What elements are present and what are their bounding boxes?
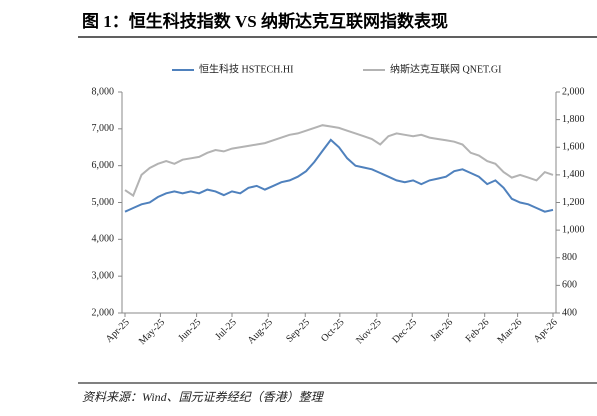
x-tick-label: Apr-25 <box>104 317 132 345</box>
y2-tick-label: 800 <box>562 252 577 263</box>
y2-tick-label: 1,600 <box>562 142 585 153</box>
y2-tick-label: 1,000 <box>562 224 585 235</box>
y-tick-label: 4,000 <box>92 234 115 245</box>
x-tick-label: Aug-25 <box>246 317 275 346</box>
y2-tick-label: 2,000 <box>562 86 585 97</box>
x-tick-label: Apr-26 <box>532 317 560 345</box>
y-tick-label: 5,000 <box>92 197 115 208</box>
series-line <box>124 138 554 213</box>
x-tick-label: Dec-25 <box>390 317 419 346</box>
series-line <box>124 124 554 198</box>
x-tick-label: Sep-25 <box>284 317 312 345</box>
chart-title: 图 1：恒生科技指数 VS 纳斯达克互联网指数表现 <box>82 11 448 31</box>
y-tick-label: 6,000 <box>92 160 115 171</box>
y2-tick-label: 400 <box>562 307 577 318</box>
x-tick-label: Jan-26 <box>429 317 456 344</box>
x-tick-label: Feb-26 <box>464 317 492 345</box>
x-tick-label: Nov-25 <box>354 317 383 346</box>
x-tick-label: May-25 <box>137 317 167 347</box>
y-tick-label: 8,000 <box>92 86 115 97</box>
legend-label: 恒生科技 HSTECH.HI <box>199 62 293 75</box>
y-tick-label: 2,000 <box>92 307 115 318</box>
source: 资料来源：Wind、国元证券经纪（香港）整理 <box>82 390 325 404</box>
y-tick-label: 3,000 <box>92 270 115 281</box>
x-tick-label: Mar-26 <box>496 317 525 346</box>
y2-tick-label: 1,800 <box>562 114 585 125</box>
x-tick-label: Jul-25 <box>213 317 238 342</box>
legend-label: 纳斯达克互联网 QNET.GI <box>390 62 501 75</box>
y2-tick-label: 1,200 <box>562 197 585 208</box>
y2-tick-label: 1,400 <box>562 169 585 180</box>
y2-tick-label: 600 <box>562 280 577 291</box>
x-tick-label: Oct-25 <box>319 317 346 344</box>
y-tick-label: 7,000 <box>92 123 115 134</box>
x-tick-label: Jun-25 <box>176 317 203 344</box>
